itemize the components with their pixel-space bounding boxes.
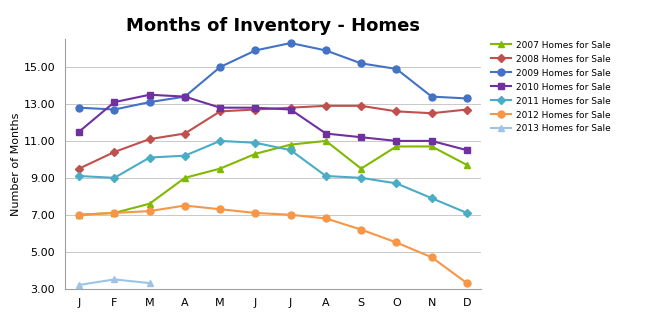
2009 Homes for Sale (322, 49, 330, 52)
2010 Homes for Sale (216, 106, 224, 110)
2011 Homes for Sale (181, 154, 188, 158)
2013 Homes for Sale (75, 283, 83, 287)
2010 Homes for Sale (181, 95, 188, 99)
2010 Homes for Sale (322, 132, 330, 135)
2011 Homes for Sale (393, 181, 400, 185)
2009 Homes for Sale (463, 96, 471, 100)
2010 Homes for Sale (287, 108, 294, 112)
2011 Homes for Sale (463, 211, 471, 215)
2008 Homes for Sale (252, 108, 259, 112)
2008 Homes for Sale (322, 104, 330, 108)
Line: 2008 Homes for Sale: 2008 Homes for Sale (76, 103, 470, 172)
Line: 2011 Homes for Sale: 2011 Homes for Sale (76, 138, 470, 216)
2008 Homes for Sale (287, 106, 294, 110)
2012 Homes for Sale (75, 213, 83, 217)
2013 Homes for Sale (146, 281, 153, 285)
2008 Homes for Sale (393, 110, 400, 113)
2012 Homes for Sale (287, 213, 294, 217)
2011 Homes for Sale (75, 174, 83, 178)
2009 Homes for Sale (111, 108, 118, 112)
2010 Homes for Sale (146, 93, 153, 97)
2009 Homes for Sale (358, 61, 365, 65)
2011 Homes for Sale (111, 176, 118, 180)
2008 Homes for Sale (111, 150, 118, 154)
2012 Homes for Sale (463, 281, 471, 285)
2009 Homes for Sale (146, 100, 153, 104)
2007 Homes for Sale (181, 176, 188, 180)
2009 Homes for Sale (252, 49, 259, 52)
Title: Months of Inventory - Homes: Months of Inventory - Homes (126, 17, 420, 35)
2011 Homes for Sale (358, 176, 365, 180)
2008 Homes for Sale (428, 111, 436, 115)
2008 Homes for Sale (216, 110, 224, 113)
2009 Homes for Sale (287, 41, 294, 45)
2013 Homes for Sale (111, 277, 118, 281)
2007 Homes for Sale (146, 202, 153, 206)
2007 Homes for Sale (216, 167, 224, 171)
Line: 2012 Homes for Sale: 2012 Homes for Sale (75, 202, 471, 287)
2007 Homes for Sale (75, 213, 83, 217)
2012 Homes for Sale (181, 204, 188, 208)
2007 Homes for Sale (463, 163, 471, 167)
2010 Homes for Sale (358, 135, 365, 139)
2010 Homes for Sale (75, 130, 83, 133)
Line: 2013 Homes for Sale: 2013 Homes for Sale (75, 276, 153, 288)
Legend: 2007 Homes for Sale, 2008 Homes for Sale, 2009 Homes for Sale, 2010 Homes for Sa: 2007 Homes for Sale, 2008 Homes for Sale… (489, 39, 612, 135)
2007 Homes for Sale (428, 145, 436, 149)
2009 Homes for Sale (428, 95, 436, 99)
2009 Homes for Sale (75, 106, 83, 110)
2011 Homes for Sale (216, 139, 224, 143)
2007 Homes for Sale (111, 211, 118, 215)
Line: 2010 Homes for Sale: 2010 Homes for Sale (75, 91, 471, 154)
2007 Homes for Sale (393, 145, 400, 149)
2012 Homes for Sale (393, 240, 400, 244)
2008 Homes for Sale (181, 132, 188, 135)
2007 Homes for Sale (322, 139, 330, 143)
2012 Homes for Sale (252, 211, 259, 215)
Line: 2007 Homes for Sale: 2007 Homes for Sale (75, 137, 471, 218)
2009 Homes for Sale (181, 95, 188, 99)
2007 Homes for Sale (287, 143, 294, 147)
2008 Homes for Sale (75, 167, 83, 171)
2012 Homes for Sale (358, 228, 365, 232)
2010 Homes for Sale (252, 106, 259, 110)
2012 Homes for Sale (322, 216, 330, 220)
2011 Homes for Sale (146, 155, 153, 159)
Line: 2009 Homes for Sale: 2009 Homes for Sale (75, 40, 471, 113)
2011 Homes for Sale (287, 148, 294, 152)
2010 Homes for Sale (111, 100, 118, 104)
2011 Homes for Sale (428, 196, 436, 200)
2012 Homes for Sale (111, 211, 118, 215)
2011 Homes for Sale (252, 141, 259, 145)
2010 Homes for Sale (393, 139, 400, 143)
2012 Homes for Sale (216, 207, 224, 211)
2009 Homes for Sale (393, 67, 400, 71)
Y-axis label: Number of Months: Number of Months (11, 112, 21, 216)
2007 Homes for Sale (358, 167, 365, 171)
2007 Homes for Sale (252, 152, 259, 156)
2012 Homes for Sale (428, 255, 436, 259)
2010 Homes for Sale (463, 148, 471, 152)
2008 Homes for Sale (358, 104, 365, 108)
2011 Homes for Sale (322, 174, 330, 178)
2010 Homes for Sale (428, 139, 436, 143)
2009 Homes for Sale (216, 65, 224, 69)
2008 Homes for Sale (146, 137, 153, 141)
2012 Homes for Sale (146, 209, 153, 213)
2008 Homes for Sale (463, 108, 471, 112)
